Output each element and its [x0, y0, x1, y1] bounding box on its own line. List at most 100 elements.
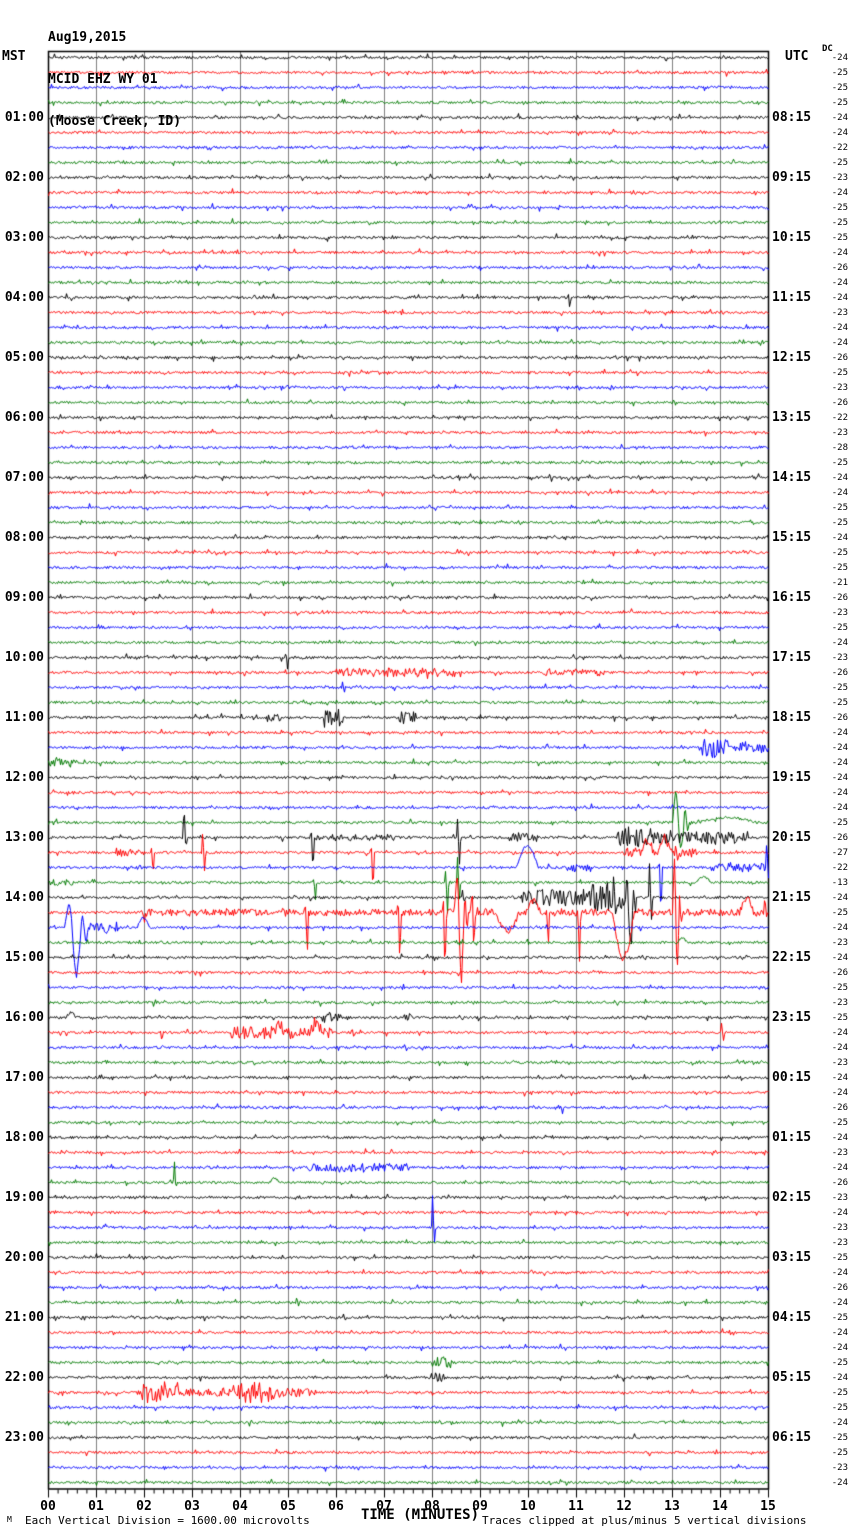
dc-offset-value: -26 [831, 712, 848, 723]
header-block: Aug19,2015 MCID EHZ WY 01 (Moose Creek, … [48, 3, 181, 157]
mst-hour-label: 07:00 [4, 469, 44, 485]
dc-offset-value: -25 [831, 1252, 848, 1263]
x-tick-label: 08 [424, 1499, 440, 1514]
left-axis-label: MST [2, 49, 26, 64]
dc-offset-value: -24 [831, 1327, 848, 1338]
mst-hour-label: 16:00 [4, 1009, 44, 1025]
dc-offset-value: -24 [831, 112, 848, 123]
dc-offset-value: -24 [831, 757, 848, 768]
dc-offset-value: -23 [831, 1237, 848, 1248]
utc-hour-label: 23:15 [772, 1009, 812, 1025]
dc-offset-value: -25 [831, 202, 848, 213]
dc-offset-value: -24 [831, 127, 848, 138]
dc-offset-value: -25 [831, 817, 848, 828]
utc-hour-label: 22:15 [772, 949, 812, 965]
dc-offset-value: -25 [831, 67, 848, 78]
dc-offset-value: -24 [831, 187, 848, 198]
dc-offset-value: -24 [831, 922, 848, 933]
header-station: MCID EHZ WY 01 [48, 72, 158, 87]
dc-offset-value: -25 [831, 682, 848, 693]
mst-hour-label: 20:00 [4, 1249, 44, 1265]
utc-hour-label: 17:15 [772, 649, 812, 665]
mst-hour-label: 14:00 [4, 889, 44, 905]
dc-offset-value: -24 [831, 337, 848, 348]
dc-offset-value: -23 [831, 652, 848, 663]
utc-hour-label: 18:15 [772, 709, 812, 725]
x-tick-label: 11 [568, 1499, 584, 1514]
dc-offset-value: -24 [831, 1132, 848, 1143]
dc-offset-value: -24 [831, 892, 848, 903]
utc-hour-label: 08:15 [772, 109, 812, 125]
dc-offset-value: -24 [831, 487, 848, 498]
dc-offset-value: -24 [831, 1342, 848, 1353]
dc-offset-value: -28 [831, 442, 848, 453]
utc-hour-label: 01:15 [772, 1129, 812, 1145]
dc-offset-value: -24 [831, 1267, 848, 1278]
dc-offset-value: -23 [831, 607, 848, 618]
dc-offset-value: -24 [831, 322, 848, 333]
dc-offset-value: -25 [831, 697, 848, 708]
dc-offset-value: -25 [831, 1432, 848, 1443]
mst-hour-label: 17:00 [4, 1069, 44, 1085]
x-tick-label: 10 [520, 1499, 536, 1514]
dc-offset-value: -26 [831, 967, 848, 978]
dc-offset-value: -24 [831, 1297, 848, 1308]
dc-offset-value: -25 [831, 982, 848, 993]
dc-offset-value: -24 [831, 1477, 848, 1488]
dc-offset-value: -23 [831, 1222, 848, 1233]
dc-offset-value: -23 [831, 1462, 848, 1473]
dc-offset-value: -25 [831, 367, 848, 378]
dc-offset-value: -24 [831, 1417, 848, 1428]
dc-offset-value: -24 [831, 1042, 848, 1053]
dc-offset-value: -24 [831, 277, 848, 288]
header-date: Aug19,2015 [48, 30, 127, 45]
dc-offset-value: -25 [831, 97, 848, 108]
utc-hour-label: 11:15 [772, 289, 812, 305]
mst-hour-label: 01:00 [4, 109, 44, 125]
dc-offset-value: -25 [831, 232, 848, 243]
mst-hour-label: 15:00 [4, 949, 44, 965]
dc-offset-value: -24 [831, 1207, 848, 1218]
dc-offset-value: -27 [831, 847, 848, 858]
x-tick-label: 00 [40, 1499, 56, 1514]
dc-offset-value: -25 [831, 562, 848, 573]
x-tick-label: 14 [712, 1499, 728, 1514]
dc-offset-value: -24 [831, 52, 848, 63]
dc-offset-value: -25 [831, 1357, 848, 1368]
mst-hour-label: 22:00 [4, 1369, 44, 1385]
dc-offset-value: -25 [831, 457, 848, 468]
utc-hour-label: 03:15 [772, 1249, 812, 1265]
dc-offset-value: -25 [831, 82, 848, 93]
x-tick-label: 05 [280, 1499, 296, 1514]
utc-hour-label: 14:15 [772, 469, 812, 485]
dc-offset-value: -24 [831, 472, 848, 483]
mst-hour-label: 21:00 [4, 1309, 44, 1325]
dc-offset-value: -26 [831, 262, 848, 273]
x-tick-label: 15 [760, 1499, 776, 1514]
x-tick-label: 07 [376, 1499, 392, 1514]
mst-hour-label: 08:00 [4, 529, 44, 545]
dc-offset-value: -25 [831, 1012, 848, 1023]
utc-hour-label: 13:15 [772, 409, 812, 425]
dc-offset-value: -23 [831, 997, 848, 1008]
dc-offset-value: -24 [831, 1027, 848, 1038]
dc-offset-value: -25 [831, 217, 848, 228]
dc-offset-value: -24 [831, 1072, 848, 1083]
mst-hour-label: 12:00 [4, 769, 44, 785]
mst-hour-label: 04:00 [4, 289, 44, 305]
dc-offset-value: -23 [831, 1192, 848, 1203]
mst-hour-label: 13:00 [4, 829, 44, 845]
mst-hour-label: 23:00 [4, 1429, 44, 1445]
utc-hour-label: 15:15 [772, 529, 812, 545]
dc-offset-value: -25 [831, 1312, 848, 1323]
header-location: (Moose Creek, ID) [48, 114, 182, 129]
utc-hour-label: 05:15 [772, 1369, 812, 1385]
dc-offset-value: -25 [831, 1387, 848, 1398]
x-tick-label: 02 [136, 1499, 152, 1514]
mst-hour-label: 06:00 [4, 409, 44, 425]
utc-hour-label: 00:15 [772, 1069, 812, 1085]
dc-offset-value: -22 [831, 412, 848, 423]
dc-offset-value: -24 [831, 247, 848, 258]
